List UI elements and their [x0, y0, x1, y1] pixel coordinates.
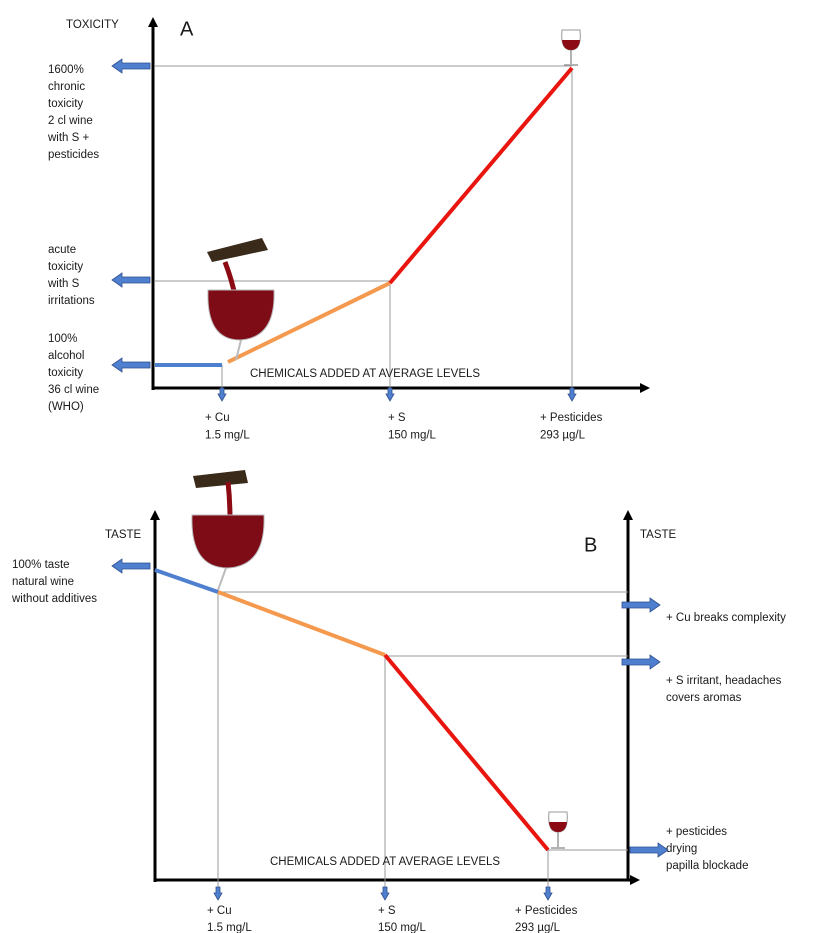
left-note: toxicity [48, 367, 83, 379]
arrow [214, 887, 222, 900]
x-axis-label: CHEMICALS ADDED AT AVERAGE LEVELS [270, 856, 500, 868]
figure: TOXICITY A CHEMICALS ADDED AT AVERAGE LEVE… [0, 0, 815, 933]
x-item-label: 293 µg/L [540, 430, 586, 442]
left-note: pesticides [48, 149, 99, 161]
x-item-label: + Pesticides [515, 905, 578, 917]
arrow [112, 358, 150, 372]
left-note: 2 cl wine [48, 115, 93, 127]
arrow [112, 273, 150, 287]
x-item-label: 1.5 mg/L [205, 430, 250, 442]
x-item-label: 150 mg/L [378, 922, 427, 933]
segment-pesticides [385, 655, 548, 850]
y2-axis-label: TASTE [640, 529, 677, 541]
y-axis-label: TOXICITY [66, 19, 119, 31]
left-note: with S [47, 278, 80, 290]
left-note: irritations [48, 295, 95, 307]
guide-lines [218, 592, 628, 850]
left-note: 36 cl wine [48, 384, 99, 396]
right-note: papilla blockade [666, 860, 748, 872]
arrow [218, 388, 226, 401]
x-item-label: + Cu [207, 905, 232, 917]
x-item-label: + S [388, 412, 406, 424]
y-axis-label: TASTE [105, 529, 142, 541]
right-note: drying [666, 843, 697, 855]
segment-s [218, 592, 385, 655]
wine-pour-image [192, 470, 264, 590]
left-note: 100% [48, 333, 77, 345]
right-note: covers aromas [666, 692, 742, 704]
panel-letter: B [584, 534, 597, 556]
arrow [630, 843, 668, 857]
x-item-label: 1.5 mg/L [207, 922, 252, 933]
panel-letter: A [180, 18, 194, 40]
arrow [568, 388, 576, 401]
segment-cu [155, 570, 218, 592]
right-note: + S irritant, headaches [666, 675, 782, 687]
left-note: without additives [11, 593, 97, 605]
arrow [544, 887, 552, 900]
x-axis-label: CHEMICALS ADDED AT AVERAGE LEVELS [250, 368, 480, 380]
x-item-label: + Cu [205, 412, 230, 424]
wine-pour-image [207, 238, 274, 360]
x-item-label: 293 µg/L [515, 922, 561, 933]
left-note: natural wine [12, 576, 74, 588]
right-note: + Cu breaks complexity [666, 612, 786, 624]
drop-lines [222, 68, 572, 394]
x-item-label: 150 mg/L [388, 430, 437, 442]
left-note: 100% taste [12, 559, 70, 571]
left-note: with S + [47, 132, 90, 144]
x-item-label: + Pesticides [540, 412, 603, 424]
left-note: toxicity [48, 98, 83, 110]
left-note: (WHO) [48, 401, 84, 413]
arrow [112, 559, 150, 573]
left-note: chronic [48, 81, 85, 93]
arrow [386, 388, 394, 401]
segment-pesticides [390, 68, 572, 283]
left-note: alcohol [48, 350, 84, 362]
guide-lines [155, 66, 572, 281]
arrow [381, 887, 389, 900]
left-note: toxicity [48, 261, 83, 273]
arrow [112, 59, 150, 73]
wine-glass-icon [562, 30, 581, 65]
left-note: acute [48, 244, 76, 256]
right-note: + pesticides [666, 826, 727, 838]
wine-glass-icon [549, 812, 568, 848]
x-item-label: + S [378, 905, 396, 917]
left-note: 1600% [48, 64, 84, 76]
drop-lines [218, 592, 548, 894]
